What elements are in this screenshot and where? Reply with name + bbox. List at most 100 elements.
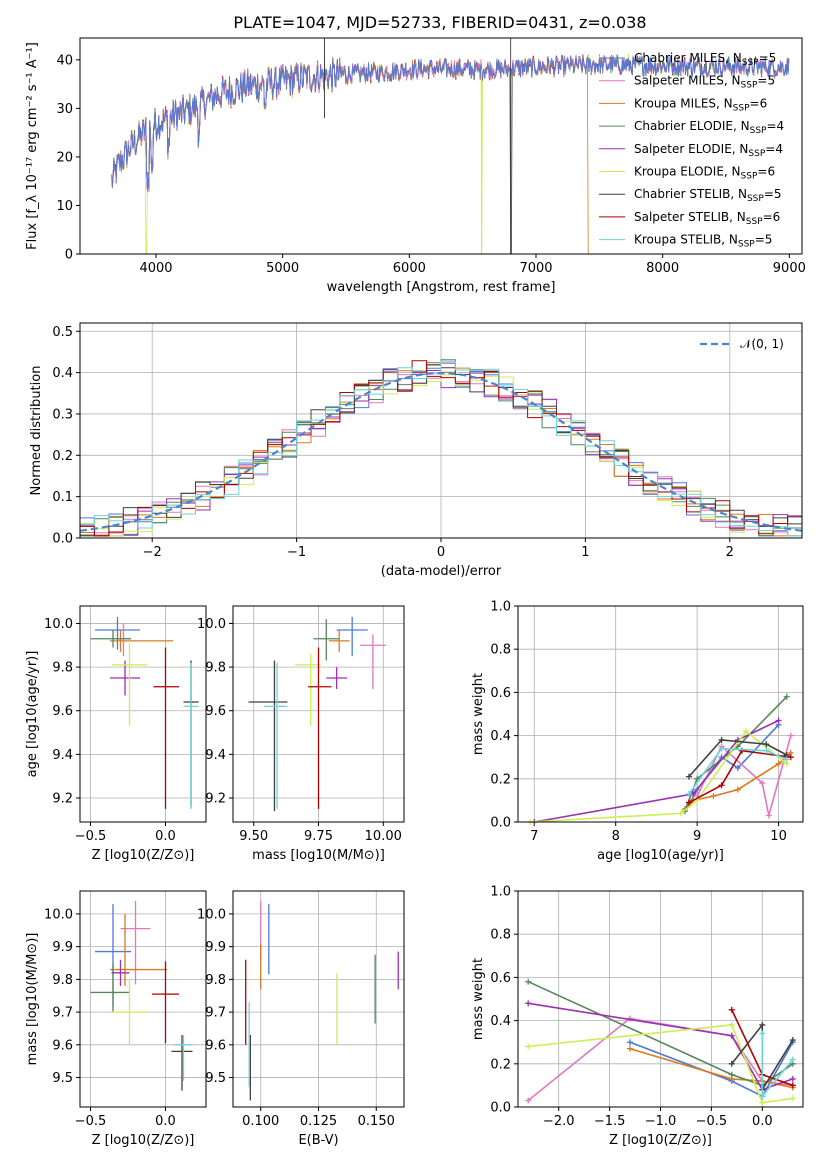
x-tick-label: 9000 — [773, 261, 806, 276]
errorbar-kroupa-miles — [328, 630, 350, 652]
y-tick-label: 9.6 — [205, 704, 226, 719]
series-point — [734, 765, 741, 771]
panel-residual-histogram: −2 −1 0 1 2 0.0 0.1 0.2 0.3 0.4 0.5 (data-model)/er… — [29, 322, 803, 579]
axes-frame — [79, 37, 803, 255]
y-tick-label: 0.6 — [490, 971, 511, 986]
axes-frame — [517, 890, 804, 1108]
panel-age-vs-Z: −0.5 0.0 9.2 9.4 9.6 9.8 10.0 Z [log10(Z/Z⊙)] ag… — [25, 605, 207, 863]
legend-label: Kroupa STELIB, NSSP=5 — [634, 233, 772, 250]
series-point — [686, 790, 692, 797]
legend-label-main: Kroupa ELODIE, N — [634, 165, 741, 179]
x-tick-label: −1.0 — [645, 1114, 677, 1129]
x-axis-label: Z [log10(Z/Z⊙)] — [92, 1133, 195, 1148]
x-axis-label: mass [log10(M/M⊙)] — [252, 848, 385, 863]
series-point — [728, 1006, 735, 1013]
x-tick-label: 0.0 — [752, 1114, 773, 1129]
x-tick-label: 10.00 — [365, 829, 402, 844]
series-point — [789, 1095, 796, 1102]
x-tick-label: 4000 — [139, 261, 172, 276]
series-salpeter-stelib — [686, 747, 794, 806]
y-axis-label: Flux [f_λ 10⁻¹⁷ erg cm⁻² s⁻¹ A⁻¹] — [25, 42, 40, 250]
panel-mass-weight-vs-Z: −2.0 −1.5 −1.0 −0.5 0.0 0.0 0.2 0.4 0.6 0.8 1.0 Z [… — [471, 885, 804, 1148]
x-tick-label: −0.5 — [75, 829, 107, 844]
legend-label-main: Kroupa MILES, N — [634, 96, 733, 110]
series-point — [759, 780, 766, 787]
series-point — [686, 773, 692, 780]
errorbar-kroupa-miles — [110, 913, 167, 986]
series-point — [759, 1099, 766, 1106]
legend-label-suffix: =6 — [763, 210, 781, 224]
gaussian-curve — [79, 372, 803, 532]
panel-mass-vs-Z: −0.5 0.0 9.5 9.6 9.7 9.8 9.9 10.0 Z [log10(Z/Z⊙)… — [25, 890, 207, 1148]
x-tick-label: 9.75 — [304, 829, 333, 844]
y-tick-label: 40 — [56, 53, 73, 68]
series-point — [728, 1071, 735, 1078]
y-tick-label: 9.5 — [52, 1071, 73, 1086]
legend-label: Chabrier ELODIE, NSSP=4 — [634, 119, 784, 136]
legend-label: Salpeter MILES, NSSP=5 — [634, 74, 775, 91]
series-salpeter-elodie — [531, 717, 782, 825]
series-point — [759, 1030, 766, 1037]
y-tick-label: 9.5 — [205, 1071, 226, 1086]
legend-label-sub: SSP — [748, 149, 765, 159]
y-tick-label: 10.0 — [44, 907, 73, 922]
legend-label-main: Salpeter STELIB, N — [634, 210, 746, 224]
x-tick-label: −0.5 — [75, 1114, 107, 1129]
y-tick-label: 9.2 — [52, 792, 73, 807]
series-point — [763, 741, 770, 748]
x-axis-label: (data-model)/error — [381, 564, 502, 579]
y-tick-label: 9.7 — [52, 1006, 73, 1021]
x-tick-label: 10 — [770, 829, 787, 844]
y-axis-label: mass weight — [471, 958, 486, 1040]
y-tick-label: 1.0 — [490, 600, 511, 615]
errorbar-chabrier-elodie — [90, 630, 131, 648]
errorbar-kroupa-stelib — [264, 662, 288, 809]
spectrum-line-chabrier-miles — [111, 54, 790, 190]
y-tick-label: 9.4 — [205, 748, 226, 763]
y-tick-label: 0.5 — [52, 325, 73, 340]
y-tick-label: 10.0 — [44, 617, 73, 632]
y-tick-label: 9.2 — [205, 792, 226, 807]
legend-label-suffix: =5 — [755, 233, 773, 247]
axes-frame — [79, 322, 803, 539]
series-point — [686, 799, 692, 806]
y-tick-label: 1.0 — [490, 885, 511, 900]
legend-label-sub: SSP — [738, 240, 755, 250]
x-tick-label: 0.125 — [300, 1114, 337, 1129]
x-tick-label: 6000 — [393, 261, 426, 276]
series-point — [789, 1037, 796, 1044]
legend-label: Chabrier STELIB, NSSP=5 — [634, 187, 782, 204]
y-tick-label: 0.4 — [52, 366, 73, 381]
axes-frame — [232, 890, 405, 1108]
legend-label-sub: SSP — [741, 172, 758, 182]
x-tick-label: 7000 — [519, 261, 552, 276]
y-tick-label: 9.4 — [52, 748, 73, 763]
series-point — [728, 1032, 735, 1039]
legend-label-sub: SSP — [747, 194, 764, 204]
panel-spectrum: 4000 5000 6000 7000 8000 9000 0 10 20 30 40 wavelen… — [25, 37, 806, 295]
y-tick-label: 9.6 — [52, 1038, 73, 1053]
series-point — [763, 747, 770, 754]
y-tick-label: 20 — [56, 150, 73, 165]
errorbar-kroupa-stelib — [174, 1035, 193, 1081]
series-point — [775, 760, 782, 767]
y-tick-label: 0.2 — [490, 1057, 511, 1072]
series-line — [527, 980, 794, 1087]
series-point — [743, 728, 749, 735]
legend-label-sub: SSP — [750, 126, 767, 136]
y-tick-label: 9.6 — [205, 1038, 226, 1053]
legend-label: Salpeter ELODIE, NSSP=4 — [634, 142, 783, 159]
y-tick-label: 0.6 — [490, 686, 511, 701]
axes-frame — [79, 890, 207, 1108]
errorbar-chabrier-elodie — [313, 619, 340, 661]
x-tick-label: −1.5 — [594, 1114, 626, 1129]
errorbar-chabrier-miles — [95, 616, 140, 650]
y-tick-label: 9.9 — [205, 940, 226, 955]
errorbar-chabrier-elodie — [90, 963, 130, 1013]
errorbar-salpeter-elodie — [110, 660, 140, 696]
y-tick-label: 9.8 — [52, 661, 73, 676]
legend-label-suffix: =4 — [765, 142, 783, 156]
errorbar-salpeter-stelib — [308, 647, 332, 809]
legend-label-main: Kroupa STELIB, N — [634, 233, 738, 247]
